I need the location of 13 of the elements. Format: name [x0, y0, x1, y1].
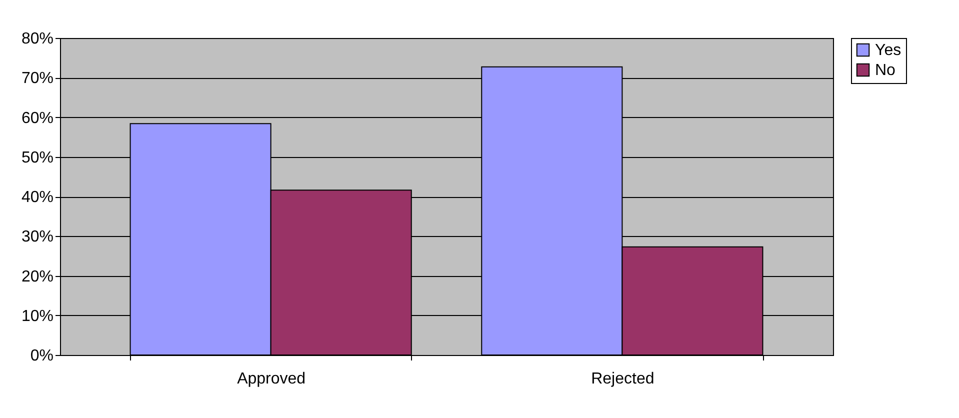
y-tick-label: 50%: [21, 149, 54, 166]
y-tick-label: 40%: [21, 189, 54, 206]
y-tick-label: 10%: [21, 308, 54, 325]
y-tick-label: 80%: [21, 30, 54, 48]
y-tick-label: 60%: [21, 110, 54, 127]
y-tick-label: 0%: [30, 348, 54, 364]
legend-label: Yes: [875, 42, 902, 59]
x-tick-label: Rejected: [591, 370, 654, 388]
y-tick-label: 20%: [21, 268, 54, 286]
y-tick-label: 30%: [21, 228, 54, 246]
y-tick-label: 70%: [21, 70, 54, 88]
x-tick-label: Approved: [237, 370, 306, 388]
legend-label: No: [875, 62, 896, 79]
